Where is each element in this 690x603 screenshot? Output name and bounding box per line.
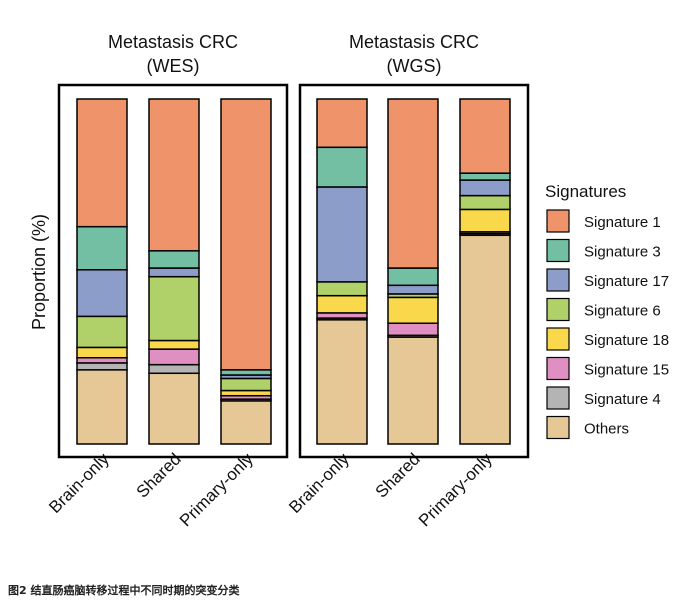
segment-signature-18 xyxy=(220,389,272,397)
segment-signature-1 xyxy=(148,98,200,252)
bar-brain-only xyxy=(316,98,368,445)
legend-label: Signature 6 xyxy=(584,303,661,320)
legend-item-others: Others xyxy=(546,415,629,440)
legend-swatch xyxy=(546,415,570,440)
segment-signature-6 xyxy=(148,275,200,342)
panel-title: Metastasis CRC xyxy=(108,32,238,52)
segment-signature-18 xyxy=(148,339,200,350)
segment-signature-1 xyxy=(459,98,511,174)
segment-signature-15 xyxy=(387,322,439,337)
segment-signature-17 xyxy=(76,269,128,318)
legend-item-signature-18: Signature 18 xyxy=(546,327,669,351)
segment-signature-3 xyxy=(220,369,272,376)
panel-frame xyxy=(57,83,289,459)
legend-item-signature-4: Signature 4 xyxy=(546,386,661,410)
legend-label: Others xyxy=(584,421,629,438)
legend-label: Signature 3 xyxy=(584,244,661,261)
bar-primary-only xyxy=(459,98,511,445)
segment-signature-6 xyxy=(76,315,128,349)
panel-title: Metastasis CRC xyxy=(349,32,479,52)
segment-signature-18 xyxy=(76,346,128,359)
legend-item-signature-3: Signature 3 xyxy=(546,238,661,263)
x-tick-label: Brain-only xyxy=(45,449,113,517)
panel-wes: Metastasis CRC(WES)Brain-only SharedPrima… xyxy=(45,32,289,530)
segment-signature-17 xyxy=(387,284,439,295)
segment-signature-3 xyxy=(459,172,511,181)
segment-others xyxy=(220,400,272,445)
segment-signature-15 xyxy=(148,348,200,366)
x-tick-label: Brain-only xyxy=(285,449,353,517)
segment-others xyxy=(148,372,200,445)
segment-signature-4 xyxy=(148,363,200,375)
segment-others xyxy=(459,234,511,445)
segment-others xyxy=(316,319,368,445)
legend-label: Signature 17 xyxy=(584,273,669,290)
bar-primary-only xyxy=(220,98,272,445)
x-tick-label: Primary-only xyxy=(415,449,496,530)
segment-others xyxy=(76,369,128,445)
segment-signature-18 xyxy=(387,296,439,324)
legend-item-signature-6: Signature 6 xyxy=(546,297,661,322)
segment-signature-15 xyxy=(316,312,368,319)
legend: Signatures Signature 1 Signature 3 Signatur… xyxy=(545,182,669,440)
legend-item-signature-15: Signature 15 xyxy=(546,356,669,381)
stacked-bar-chart: Metastasis CRC(WES)Brain-only SharedPrima… xyxy=(29,32,669,530)
segment-signature-15 xyxy=(76,357,128,364)
panel-subtitle: (WES) xyxy=(147,56,200,76)
figure-caption: 图2 结直肠癌脑转移过程中不同时期的突变分类 xyxy=(8,584,240,597)
segment-signature-17 xyxy=(148,267,200,278)
segment-signature-3 xyxy=(76,225,128,271)
segment-signature-6 xyxy=(459,194,511,211)
legend-swatch xyxy=(546,209,570,233)
segment-signature-1 xyxy=(316,98,368,149)
legend-swatch xyxy=(546,327,570,351)
x-tick-label: Primary-only xyxy=(176,449,257,530)
segment-signature-18 xyxy=(459,208,511,233)
segment-signature-6 xyxy=(220,377,272,392)
legend-title: Signatures xyxy=(545,182,626,201)
bar-brain-only xyxy=(76,98,128,445)
y-axis-label: Proportion (%) xyxy=(29,214,49,330)
legend-swatch xyxy=(546,297,570,322)
panel-frame xyxy=(298,83,530,459)
segment-signature-3 xyxy=(387,267,439,287)
segment-signature-6 xyxy=(316,281,368,297)
segment-signature-1 xyxy=(220,98,272,371)
panel-subtitle: (WGS) xyxy=(387,56,442,76)
legend-swatch xyxy=(546,356,570,381)
legend-swatch xyxy=(546,268,570,292)
bar-shared xyxy=(148,98,200,445)
legend-swatch xyxy=(546,238,570,263)
segment-signature-18 xyxy=(316,294,368,314)
legend-item-signature-17: Signature 17 xyxy=(546,268,669,292)
legend-label: Signature 1 xyxy=(584,214,661,231)
legend-label: Signature 18 xyxy=(584,332,669,349)
segment-signature-3 xyxy=(148,250,200,269)
segment-signature-17 xyxy=(316,186,368,283)
segment-signature-17 xyxy=(459,179,511,197)
segment-others xyxy=(387,336,439,445)
segment-signature-1 xyxy=(76,98,128,228)
legend-label: Signature 4 xyxy=(584,391,661,408)
segment-signature-1 xyxy=(387,98,439,269)
segment-signature-4 xyxy=(76,362,128,371)
legend-swatch xyxy=(546,386,570,410)
bar-shared xyxy=(387,98,439,445)
panel-wgs: Metastasis CRC(WGS)Brain-only SharedPrima… xyxy=(285,32,530,530)
legend-label: Signature 15 xyxy=(584,362,669,379)
segment-signature-3 xyxy=(316,146,368,188)
legend-item-signature-1: Signature 1 xyxy=(546,209,661,233)
